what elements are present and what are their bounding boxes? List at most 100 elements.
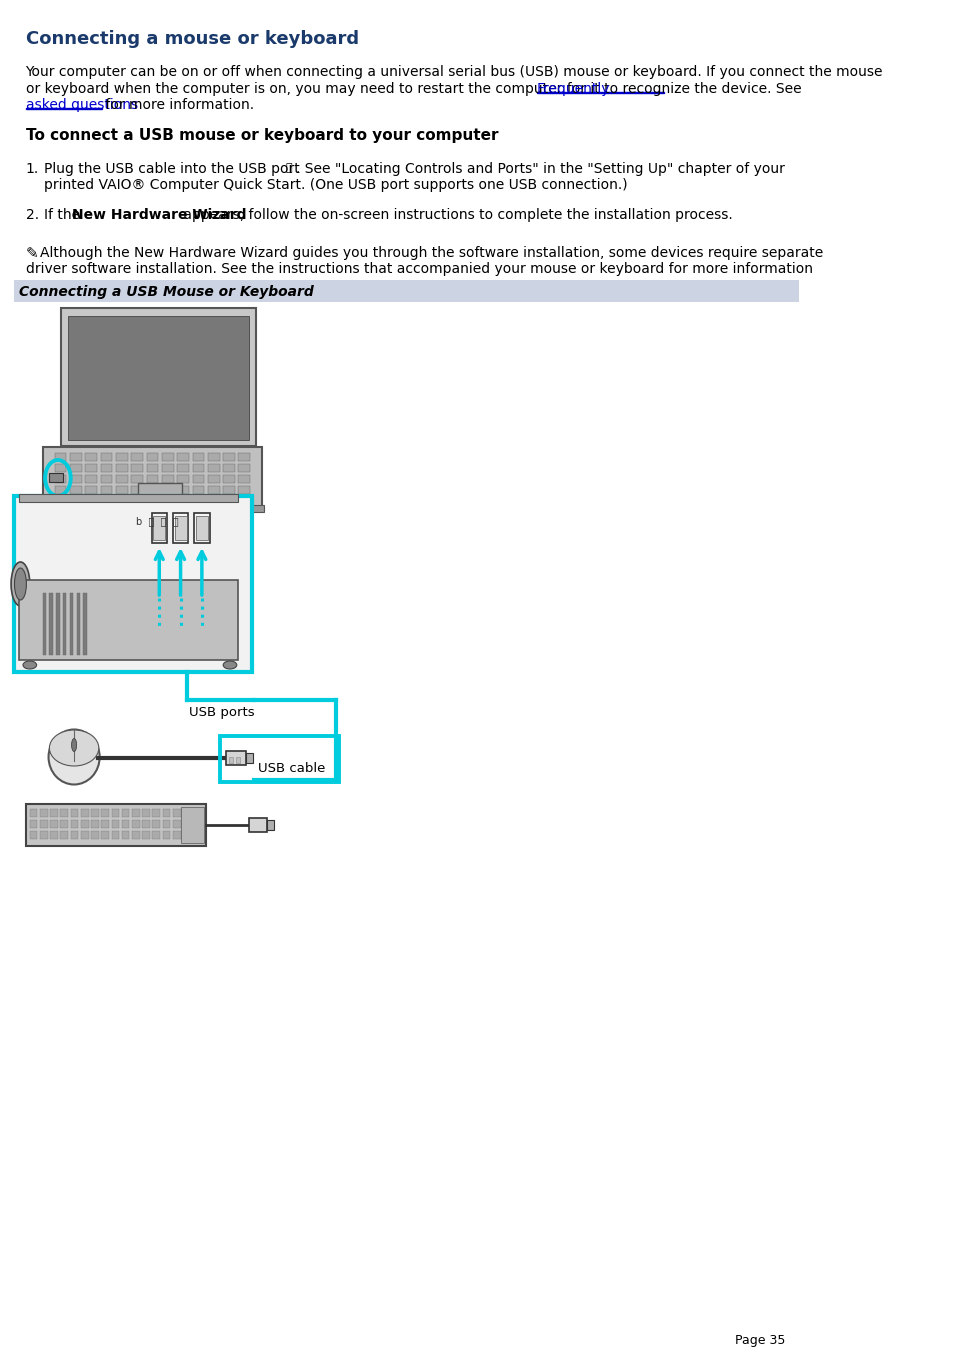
Bar [163, 831, 171, 839]
Ellipse shape [50, 730, 99, 766]
Bar [112, 831, 119, 839]
Bar [226, 751, 246, 765]
Bar [115, 463, 128, 471]
Text: If the: If the [44, 208, 85, 222]
Bar [152, 831, 160, 839]
Bar [43, 505, 264, 512]
Bar [162, 476, 173, 484]
Bar [81, 809, 89, 817]
Ellipse shape [49, 730, 99, 785]
Bar [208, 453, 219, 461]
Polygon shape [61, 308, 255, 446]
Bar [70, 593, 73, 655]
Bar [208, 476, 219, 484]
Bar [238, 463, 250, 471]
Bar [142, 831, 150, 839]
Bar [172, 820, 180, 828]
Bar [132, 820, 139, 828]
Bar [115, 486, 128, 494]
Bar [172, 809, 180, 817]
Bar [70, 463, 82, 471]
Bar [26, 804, 206, 846]
Bar [267, 820, 274, 830]
Bar [147, 463, 158, 471]
Bar [131, 486, 143, 494]
Text: Connecting a USB Mouse or Keyboard: Connecting a USB Mouse or Keyboard [19, 285, 314, 299]
Bar [249, 817, 267, 832]
Bar [30, 820, 37, 828]
Bar [162, 453, 173, 461]
Text: To connect a USB mouse or keyboard to your computer: To connect a USB mouse or keyboard to yo… [26, 128, 497, 143]
Text: driver software installation. See the instructions that accompanied your mouse o: driver software installation. See the in… [26, 262, 812, 276]
Bar [51, 831, 58, 839]
Bar [100, 486, 112, 494]
Text: printed VAIO® Computer Quick Start. (One USB port supports one USB connection.): printed VAIO® Computer Quick Start. (One… [44, 178, 627, 192]
Bar [183, 820, 191, 828]
Text: USB ports: USB ports [189, 707, 254, 719]
Bar [183, 809, 191, 817]
Text: ✎: ✎ [26, 246, 38, 261]
Bar [152, 820, 160, 828]
Bar [122, 820, 130, 828]
Bar [193, 453, 204, 461]
Bar [223, 476, 234, 484]
Bar [50, 593, 52, 655]
Bar [71, 809, 78, 817]
Bar [235, 757, 240, 763]
Bar [172, 831, 180, 839]
Bar [60, 820, 68, 828]
Bar [132, 809, 139, 817]
Text: New Hardware Wizard: New Hardware Wizard [71, 208, 246, 222]
Ellipse shape [71, 739, 76, 751]
Bar [152, 513, 167, 543]
Bar [40, 831, 48, 839]
Text: for more information.: for more information. [100, 99, 253, 112]
Text: 1.: 1. [26, 162, 39, 176]
Bar [54, 463, 67, 471]
Bar [13, 496, 252, 671]
Bar [81, 831, 89, 839]
Bar [132, 831, 139, 839]
Bar [238, 486, 250, 494]
Bar [238, 476, 250, 484]
Bar [138, 484, 182, 505]
Ellipse shape [11, 562, 30, 607]
Bar [100, 476, 112, 484]
Bar [194, 513, 210, 543]
Text: 2.: 2. [26, 208, 39, 222]
Bar [193, 463, 204, 471]
Bar [153, 516, 165, 540]
Bar [85, 476, 97, 484]
Bar [142, 809, 150, 817]
Bar [177, 463, 189, 471]
Bar [174, 516, 187, 540]
Bar [112, 820, 119, 828]
Bar [229, 757, 233, 763]
Bar [60, 831, 68, 839]
Bar [56, 593, 59, 655]
Bar [219, 736, 338, 782]
Bar [19, 580, 238, 661]
Text: USB cable: USB cable [258, 762, 325, 775]
Bar [162, 463, 173, 471]
Bar [177, 476, 189, 484]
Text: asked questions: asked questions [26, 99, 137, 112]
Bar [208, 486, 219, 494]
Bar [101, 820, 109, 828]
Bar [76, 593, 80, 655]
Bar [238, 453, 250, 461]
Ellipse shape [23, 661, 36, 669]
Text: Although the New Hardware Wizard guides you through the software installation, s: Although the New Hardware Wizard guides … [40, 246, 822, 259]
Bar [147, 476, 158, 484]
Ellipse shape [223, 661, 236, 669]
Bar [91, 820, 99, 828]
Bar [147, 486, 158, 494]
Text: Page 35: Page 35 [734, 1333, 784, 1347]
Bar [54, 486, 67, 494]
Bar [172, 513, 188, 543]
Bar [60, 809, 68, 817]
Ellipse shape [14, 567, 27, 600]
Bar [152, 809, 160, 817]
Bar [101, 831, 109, 839]
Bar [70, 486, 82, 494]
